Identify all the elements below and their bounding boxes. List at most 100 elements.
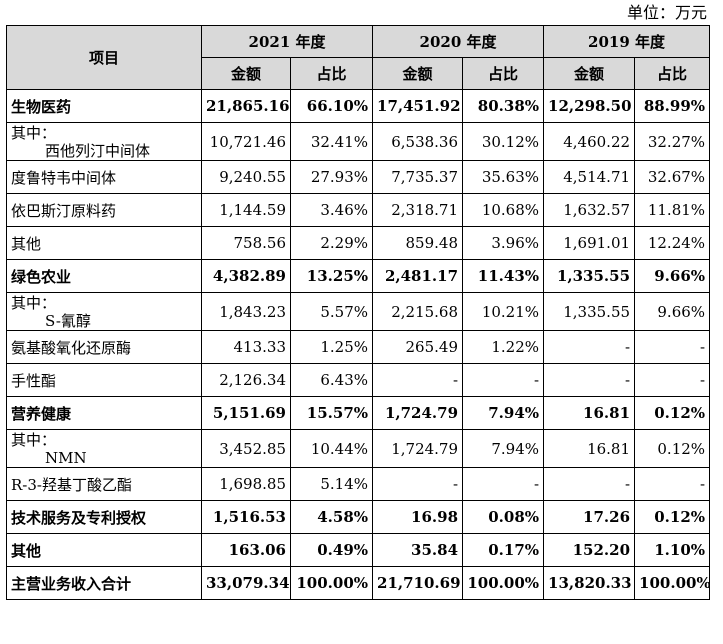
table-row: 其他 758.56 2.29% 859.48 3.96% 1,691.01 12…	[6, 226, 711, 260]
cell-value: 7.94%	[462, 396, 545, 430]
row-sublabel: 依巴斯汀原料药	[6, 193, 202, 227]
cell-value: 12.24%	[634, 226, 711, 260]
cell-value: 0.49%	[289, 533, 374, 567]
header-year-2021: 2021 年度	[200, 25, 374, 58]
table-row: 主营业务收入合计 33,079.34 100.00% 21,710.69 100…	[6, 566, 711, 600]
row-label: 生物医药	[6, 89, 202, 123]
cell-value: 7,735.37	[372, 160, 464, 194]
cell-value: 30.12%	[462, 122, 545, 161]
cell-value: 1,632.57	[543, 193, 636, 227]
cell-value: 0.08%	[462, 500, 545, 534]
cell-value: 4,514.71	[543, 160, 636, 194]
cell-value: 413.33	[201, 330, 291, 364]
cell-value: 100.00%	[634, 566, 711, 600]
table-row: 技术服务及专利授权 1,516.53 4.58% 16.98 0.08% 17.…	[6, 500, 711, 534]
cell-value: 1,724.79	[372, 429, 464, 468]
cell-value: 6,538.36	[372, 122, 464, 161]
cell-value: 2,318.71	[372, 193, 464, 227]
cell-value: 1,724.79	[372, 396, 464, 430]
cell-value: 13.25%	[289, 259, 374, 293]
cell-value: 32.41%	[289, 122, 374, 161]
cell-value: -	[634, 467, 711, 501]
row-prefix: 其中：	[11, 430, 57, 449]
header-ratio-2020: 占比	[462, 57, 545, 90]
cell-value: 80.38%	[462, 89, 545, 123]
cell-value: 0.12%	[634, 396, 711, 430]
header-year-2020: 2020 年度	[372, 25, 545, 58]
cell-value: -	[543, 467, 636, 501]
cell-value: 3.46%	[289, 193, 374, 227]
unit-label: 单位：万元	[626, 3, 707, 22]
cell-value: 0.17%	[462, 533, 545, 567]
cell-value: 4,460.22	[543, 122, 636, 161]
row-label: 绿色农业	[6, 259, 202, 293]
cell-value: 16.98	[372, 500, 464, 534]
header-amount-2019: 金额	[543, 57, 636, 90]
cell-value: 2,215.68	[372, 292, 464, 331]
cell-value: 152.20	[543, 533, 636, 567]
table-row: 其中： NMN 3,452.85 10.44% 1,724.79 7.94% 1…	[6, 429, 711, 468]
cell-value: 33,079.34	[201, 566, 291, 600]
header-ratio-2019: 占比	[634, 57, 711, 90]
cell-value: -	[462, 363, 545, 397]
cell-value: 16.81	[543, 429, 636, 468]
row-label: 营养健康	[6, 396, 202, 430]
cell-value: 4.58%	[289, 500, 374, 534]
header-amount-2021: 金额	[201, 57, 291, 90]
row-sublabel: 度鲁特韦中间体	[6, 160, 202, 194]
header-ratio-2021: 占比	[289, 57, 374, 90]
cell-value: -	[634, 363, 711, 397]
cell-value: 17.26	[543, 500, 636, 534]
cell-value: 16.81	[543, 396, 636, 430]
cell-value: 10.68%	[462, 193, 545, 227]
cell-value: 1.10%	[634, 533, 711, 567]
row-sublabel: S-氰醇	[45, 311, 91, 330]
cell-value: 1,698.85	[201, 467, 291, 501]
table-row: 绿色农业 4,382.89 13.25% 2,481.17 11.43% 1,3…	[6, 259, 711, 293]
cell-value: -	[372, 363, 464, 397]
cell-value: 5,151.69	[201, 396, 291, 430]
row-sublabel: 西他列汀中间体	[45, 141, 151, 160]
cell-value: 21,710.69	[372, 566, 464, 600]
cell-value: 9,240.55	[201, 160, 291, 194]
table-row: 手性酯 2,126.34 6.43% - - - -	[6, 363, 711, 397]
cell-value: 1,335.55	[543, 259, 636, 293]
row-sublabel: 手性酯	[6, 363, 202, 397]
table-row: 其他 163.06 0.49% 35.84 0.17% 152.20 1.10%	[6, 533, 711, 567]
cell-value: 27.93%	[289, 160, 374, 194]
table-row: 氨基酸氧化还原酶 413.33 1.25% 265.49 1.22% - -	[6, 330, 711, 364]
cell-value: 35.84	[372, 533, 464, 567]
cell-value: 3,452.85	[201, 429, 291, 468]
row-label: 其中： S-氰醇	[6, 292, 202, 331]
row-prefix: 其中：	[11, 293, 57, 312]
cell-value: 1.25%	[289, 330, 374, 364]
row-label: 技术服务及专利授权	[6, 500, 202, 534]
cell-value: 1,516.53	[201, 500, 291, 534]
cell-value: 2,481.17	[372, 259, 464, 293]
cell-value: 6.43%	[289, 363, 374, 397]
cell-value: -	[372, 467, 464, 501]
cell-value: 0.12%	[634, 429, 711, 468]
cell-value: 11.81%	[634, 193, 711, 227]
table-row: 依巴斯汀原料药 1,144.59 3.46% 2,318.71 10.68% 1…	[6, 193, 711, 227]
cell-value: -	[462, 467, 545, 501]
table-row: 生物医药 21,865.16 66.10% 17,451.92 80.38% 1…	[6, 89, 711, 123]
header-amount-2020: 金额	[372, 57, 464, 90]
cell-value: -	[543, 330, 636, 364]
cell-value: 21,865.16	[201, 89, 291, 123]
cell-value: 10,721.46	[201, 122, 291, 161]
cell-value: 265.49	[372, 330, 464, 364]
cell-value: 66.10%	[289, 89, 374, 123]
cell-value: 9.66%	[634, 259, 711, 293]
cell-value: 11.43%	[462, 259, 545, 293]
row-label: 其中： NMN	[6, 429, 202, 468]
cell-value: 5.57%	[289, 292, 374, 331]
table-row: 其中： S-氰醇 1,843.23 5.57% 2,215.68 10.21% …	[6, 292, 711, 331]
cell-value: 100.00%	[462, 566, 545, 600]
cell-value: 32.67%	[634, 160, 711, 194]
row-label: 其中： 西他列汀中间体	[6, 122, 202, 161]
cell-value: 12,298.50	[543, 89, 636, 123]
row-sublabel: 氨基酸氧化还原酶	[6, 330, 202, 364]
cell-value: 15.57%	[289, 396, 374, 430]
header-item: 项目	[6, 25, 202, 90]
